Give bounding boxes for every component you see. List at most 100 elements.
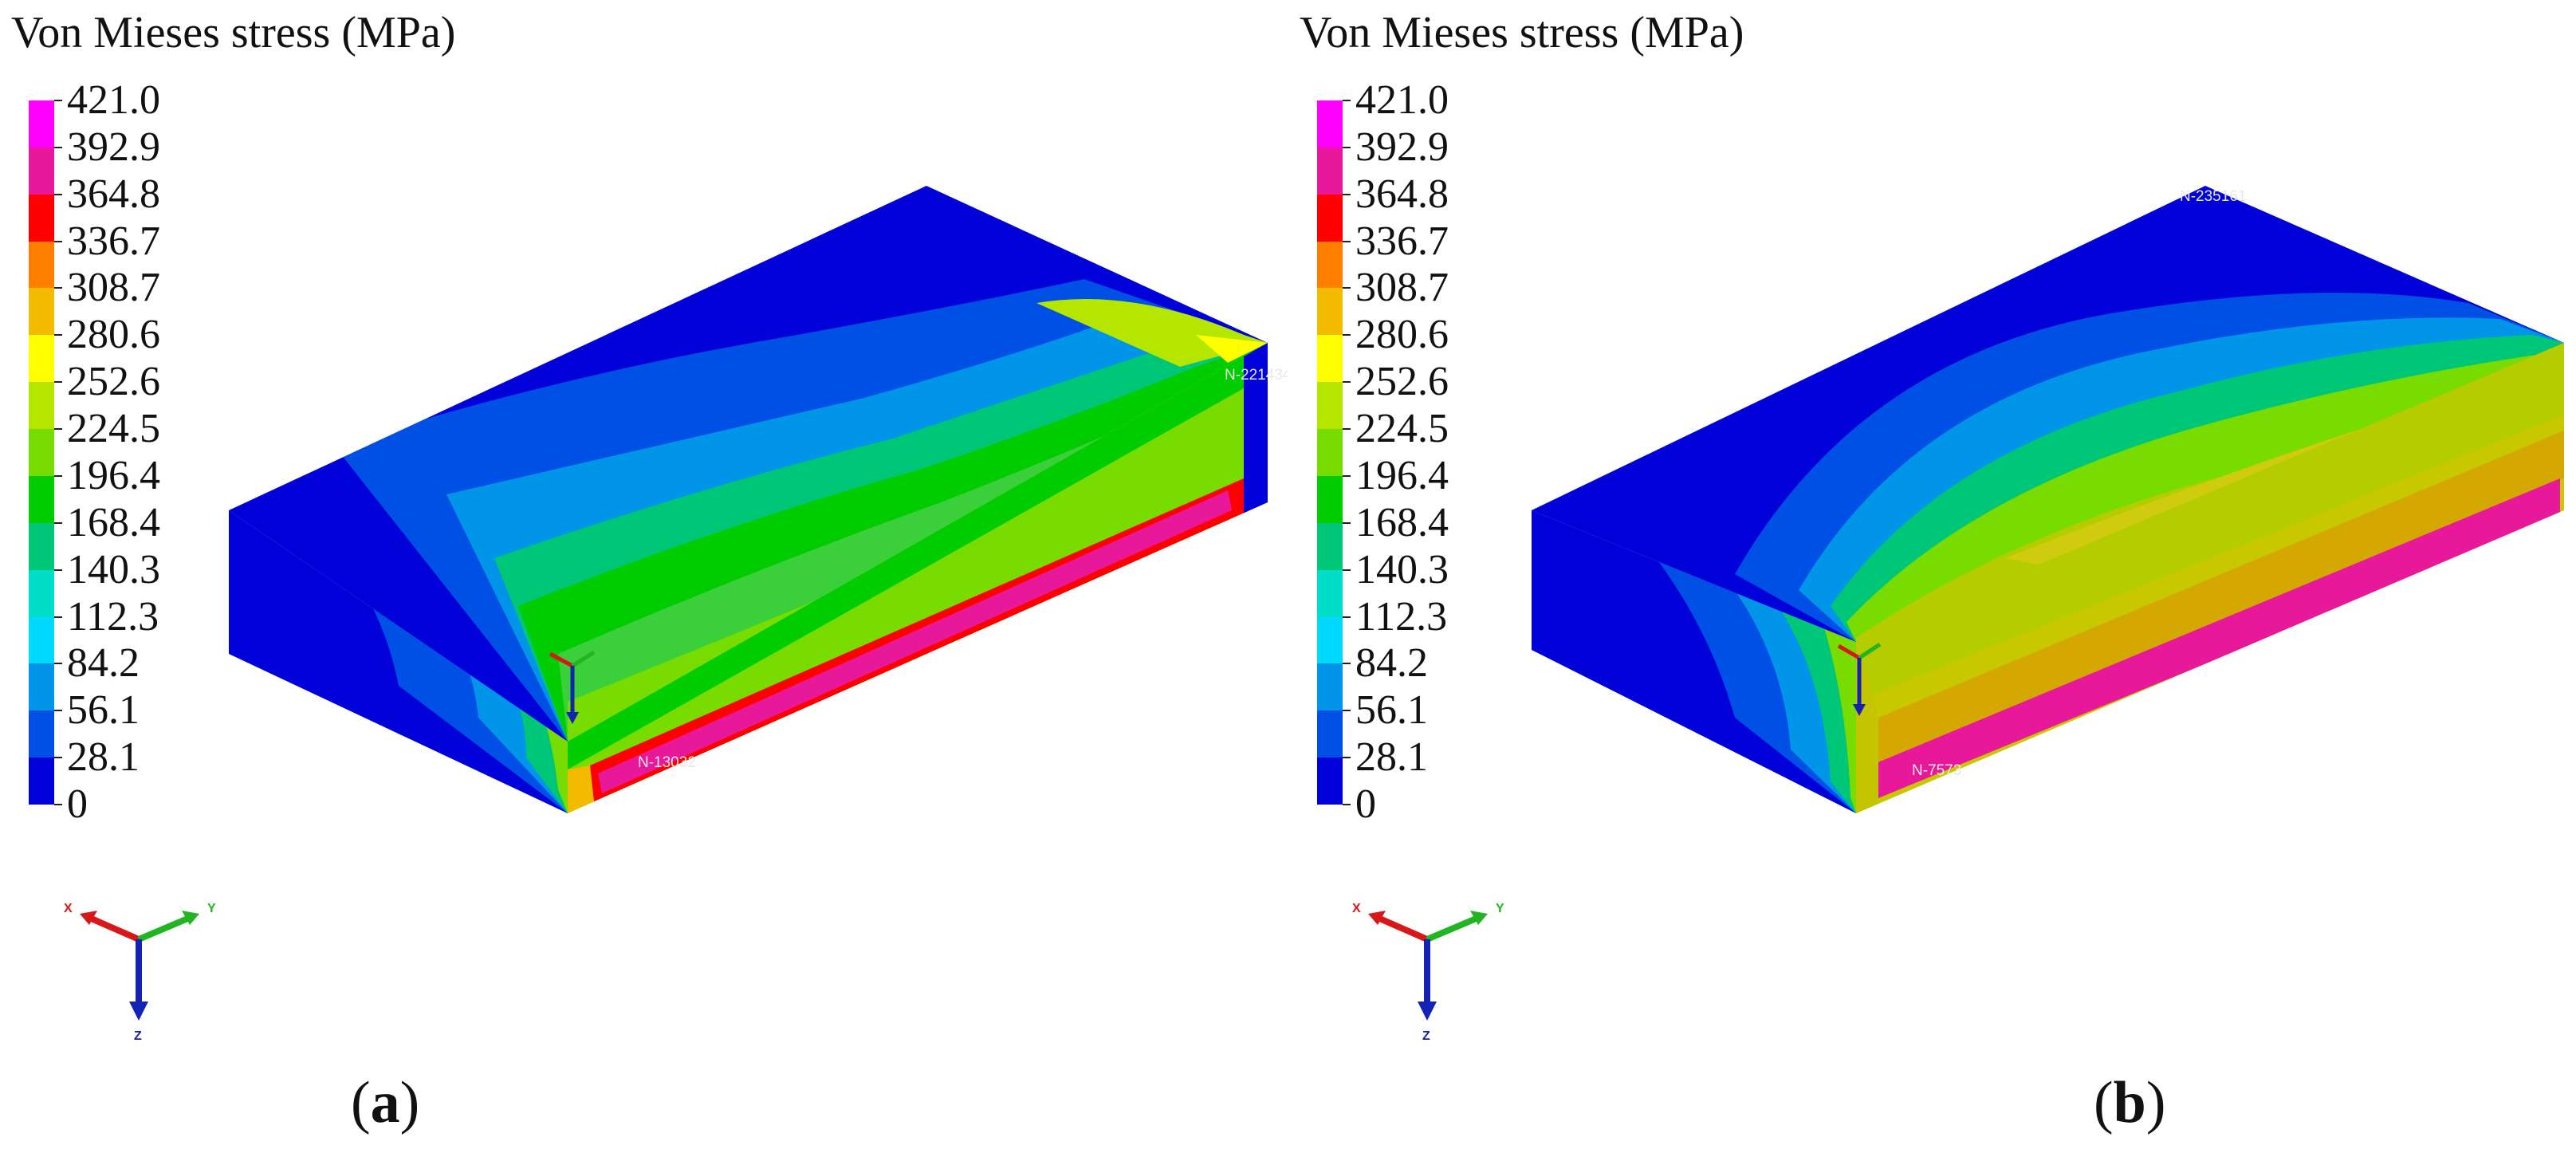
- colorbar-segment: [29, 147, 54, 195]
- colorbar-segment: [29, 335, 54, 383]
- colorbar-segment: [1317, 429, 1343, 477]
- colorbar-tick-mark: [1343, 334, 1351, 336]
- colorbar-tick-label: 196.4: [1355, 452, 1449, 498]
- axis-y-label: Y: [207, 902, 216, 915]
- colorbar-segment: [29, 241, 54, 289]
- axis-y-label: Y: [1496, 902, 1504, 915]
- colorbar-tick-label: 364.8: [67, 171, 160, 217]
- colorbar-tick-label: 112.3: [67, 593, 159, 639]
- colorbar-tick-label: 140.3: [67, 546, 160, 592]
- panel-a: Von Mieses stress (MPa) 421.0 392.9 364.8 3…: [11, 8, 1288, 1135]
- colorbar-tick-label: 196.4: [67, 452, 160, 498]
- colorbar-segment: [29, 100, 54, 148]
- colorbar-segment: [1317, 663, 1343, 711]
- colorbar-tick-label: 28.1: [1355, 734, 1428, 781]
- colorbar-tick-mark: [1343, 521, 1351, 524]
- stress-contour-model: N-235161 N-7573: [1532, 186, 2564, 813]
- colorbar-tick-label: 392.9: [67, 124, 160, 170]
- colorbar-tick-mark: [54, 240, 62, 242]
- colorbar-segment: [29, 758, 54, 805]
- colorbar-tick-mark: [1343, 710, 1351, 712]
- colorbar-tick-label: 336.7: [1355, 218, 1449, 264]
- colorbar-tick-mark: [1343, 193, 1351, 195]
- colorbar-tick-label: 308.7: [1355, 265, 1449, 311]
- node-label: N-13032: [638, 754, 696, 771]
- colorbar-tick-mark: [54, 757, 62, 759]
- panel-letter: a: [370, 1070, 400, 1135]
- colorbar-tick-label: 168.4: [67, 499, 160, 545]
- colorbar-tick-label: 280.6: [1355, 312, 1449, 358]
- colorbar-segment: [29, 616, 54, 664]
- colorbar-tick-mark: [54, 428, 62, 431]
- colorbar-tick-mark: [54, 521, 62, 524]
- colorbar-tick-label: 140.3: [1355, 546, 1449, 592]
- colorbar: [29, 100, 54, 805]
- colorbar-tick-label: 168.4: [1355, 499, 1449, 545]
- colorbar-tick-mark: [54, 100, 62, 101]
- colorbar-segment: [1317, 241, 1343, 289]
- axis-x-label: X: [64, 902, 73, 915]
- colorbar-tick-label: 0: [67, 781, 88, 827]
- colorbar-tick-mark: [54, 616, 62, 618]
- colorbar-segment: [29, 569, 54, 618]
- panel-caption: (b): [2094, 1070, 2166, 1135]
- colorbar-ticks: 421.0 392.9 364.8 336.7 308.7 280.6 252.6 224.5…: [54, 80, 214, 825]
- colorbar-segment: [1317, 100, 1343, 148]
- stress-contour-model: N-221434 N-13032: [229, 186, 1288, 813]
- panel-b: Von Mieses stress (MPa) 421.0 392.9 364.8 3…: [1288, 0, 2576, 1157]
- colorbar-tick-label: 224.5: [67, 406, 160, 452]
- colorbar-segment: [29, 429, 54, 477]
- colorbar-segment: [1317, 335, 1343, 383]
- legend-title: Von Mieses stress (MPa): [1300, 8, 1744, 57]
- colorbar-tick-mark: [1343, 663, 1351, 665]
- colorbar-segment: [1317, 475, 1343, 524]
- colorbar-segment: [29, 382, 54, 430]
- colorbar-tick-mark: [1343, 240, 1351, 242]
- colorbar: [1317, 100, 1343, 805]
- colorbar-tick-label: 252.6: [1355, 359, 1449, 405]
- legend-title: Von Mieses stress (MPa): [11, 8, 456, 57]
- local-triad-icon: [1837, 642, 1882, 716]
- panel-caption: (a): [351, 1070, 420, 1135]
- colorbar-tick-mark: [54, 804, 62, 805]
- colorbar-ticks: 421.0 392.9 364.8 336.7 308.7 280.6 252.6 224.5…: [1343, 80, 1502, 825]
- colorbar-segment: [1317, 382, 1343, 430]
- colorbar-tick-label: 224.5: [1355, 406, 1449, 452]
- colorbar-segment: [1317, 758, 1343, 805]
- colorbar-segment: [1317, 147, 1343, 195]
- colorbar-segment: [1317, 522, 1343, 571]
- colorbar-tick-mark: [54, 569, 62, 571]
- colorbar-segment: [29, 710, 54, 758]
- colorbar-tick-mark: [1343, 381, 1351, 384]
- colorbar-tick-mark: [1343, 428, 1351, 431]
- axis-x-label: X: [1352, 902, 1361, 915]
- colorbar-segment: [1317, 194, 1343, 242]
- colorbar-tick-mark: [1343, 616, 1351, 618]
- colorbar-segment: [1317, 616, 1343, 664]
- colorbar-segment: [29, 663, 54, 711]
- colorbar-segment: [29, 475, 54, 524]
- local-triad-icon: [549, 650, 596, 724]
- colorbar-tick-mark: [54, 193, 62, 195]
- colorbar-tick-label: 112.3: [1355, 593, 1448, 639]
- colorbar-tick-mark: [1343, 757, 1351, 759]
- colorbar-tick-mark: [1343, 569, 1351, 571]
- colorbar-tick-label: 56.1: [1355, 687, 1428, 734]
- colorbar-tick-label: 308.7: [67, 265, 160, 311]
- colorbar-tick-mark: [1343, 804, 1351, 805]
- colorbar-tick-mark: [54, 381, 62, 384]
- colorbar-tick-mark: [54, 474, 62, 477]
- colorbar-tick-label: 421.0: [1355, 77, 1449, 123]
- global-triad-icon: X Y Z: [64, 902, 216, 1043]
- node-label: N-221434: [1225, 367, 1288, 384]
- colorbar-tick-label: 392.9: [1355, 124, 1449, 170]
- colorbar-tick-mark: [54, 287, 62, 289]
- colorbar-tick-label: 252.6: [67, 359, 160, 405]
- colorbar-tick-label: 364.8: [1355, 171, 1449, 217]
- colorbar-tick-label: 84.2: [67, 640, 140, 687]
- colorbar-segment: [1317, 710, 1343, 758]
- colorbar-tick-label: 280.6: [67, 312, 160, 358]
- colorbar-segment: [29, 194, 54, 242]
- colorbar-tick-label: 28.1: [67, 734, 140, 781]
- node-label: N-7573: [1912, 762, 1961, 779]
